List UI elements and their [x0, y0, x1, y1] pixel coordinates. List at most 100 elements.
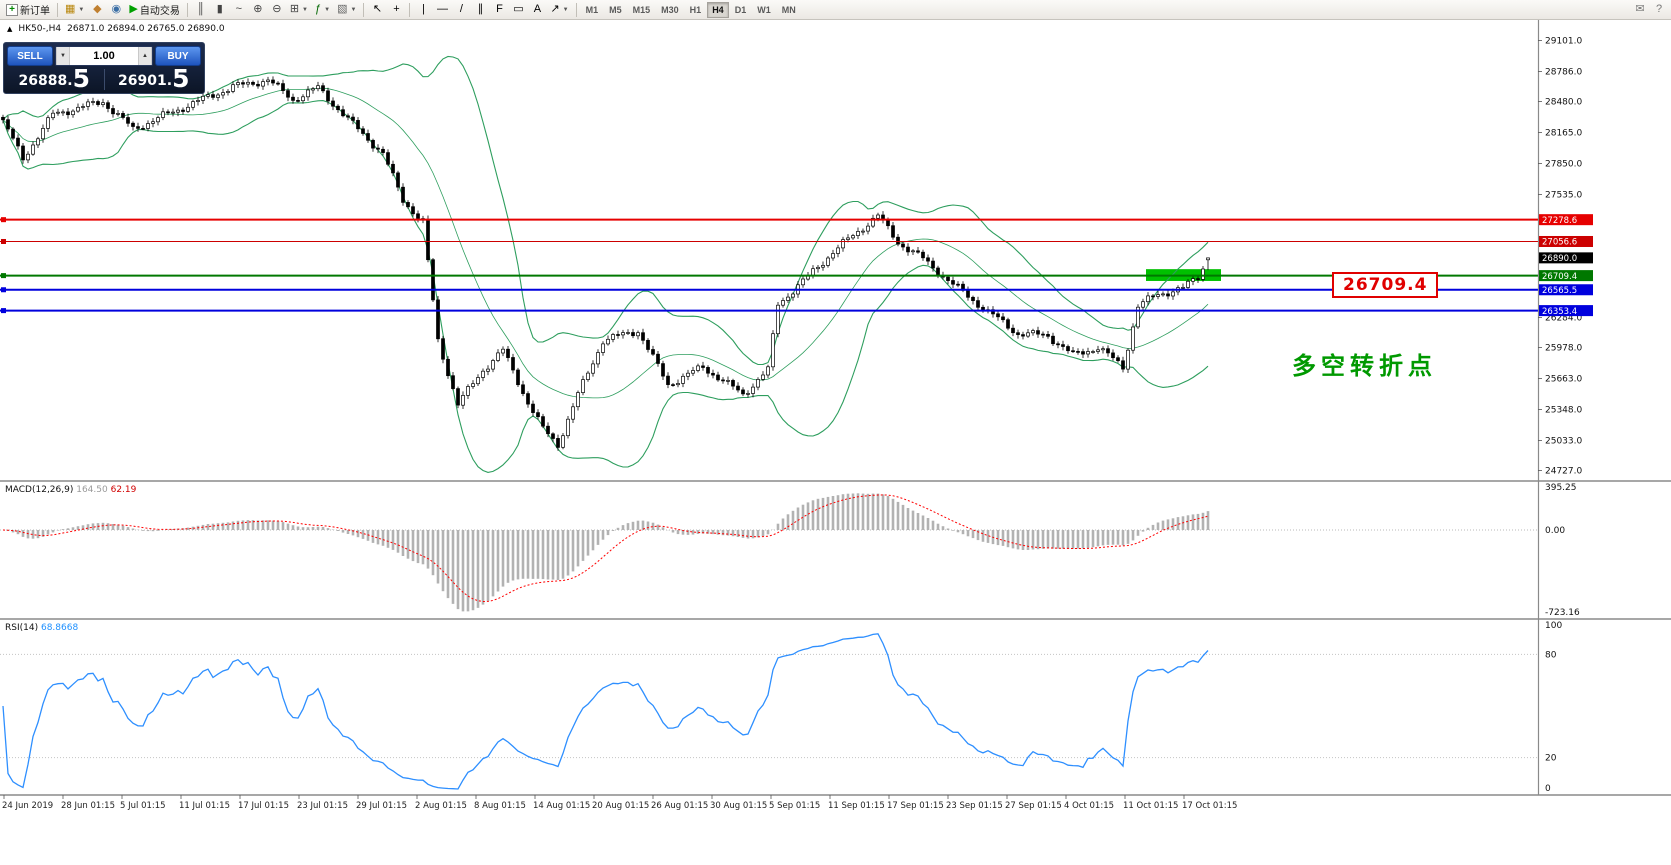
help-icon[interactable]: ?	[1650, 1, 1668, 18]
chart-canvas[interactable]: 29101.0 28786.0 28480.0 28165.0 27850.0 27535…	[0, 20, 1671, 865]
timeframe-h4[interactable]: H4	[707, 1, 729, 18]
timeframe-w1[interactable]: W1	[752, 2, 776, 18]
svg-text:26890.0: 26890.0	[1542, 254, 1577, 264]
timeframe-m5[interactable]: M5	[604, 2, 627, 18]
rsi-name: RSI(14)	[5, 623, 39, 633]
toolbar-separator	[186, 2, 188, 17]
crosshair-icon[interactable]: +	[387, 1, 405, 18]
zoom-out-icon[interactable]: ⊖	[268, 1, 286, 18]
toolbar-separator	[57, 2, 58, 17]
bar-chart-icon[interactable]: ║	[192, 1, 210, 18]
panel-frames	[0, 20, 1671, 796]
profiles-icon[interactable]: ◆	[88, 1, 106, 18]
refresh-icon[interactable]: ◉	[107, 1, 125, 18]
sell-price[interactable]: 26888. 5	[7, 64, 102, 93]
svg-text:29 Jul 01:15: 29 Jul 01:15	[356, 801, 407, 811]
horizontal-line-icon[interactable]: —	[433, 1, 451, 18]
svg-text:17 Oct 01:15: 17 Oct 01:15	[1182, 801, 1237, 811]
vertical-line-icon-glyph: |	[422, 3, 425, 15]
svg-text:0: 0	[1545, 784, 1551, 794]
autotrading-button[interactable]: ▶ 自动交易	[126, 1, 182, 18]
svg-text:25663.0: 25663.0	[1545, 374, 1582, 384]
volume-stepper: ▼ ▲	[55, 46, 153, 66]
autotrading-button-label: 自动交易	[139, 6, 180, 17]
svg-text:30 Aug 01:15: 30 Aug 01:15	[710, 801, 767, 811]
price-axis[interactable]: 29101.0 28786.0 28480.0 28165.0 27850.0 27535…	[1538, 37, 1582, 794]
svg-text:8 Aug 01:15: 8 Aug 01:15	[474, 801, 526, 811]
vertical-line-icon[interactable]: |	[414, 1, 432, 18]
mail-icon-glyph: ✉	[1635, 3, 1645, 15]
mail-icon[interactable]: ✉	[1631, 1, 1649, 18]
sell-price-main: 26888.	[18, 73, 73, 90]
rsi-value: 68.8668	[40, 623, 79, 633]
chevron-down-icon: ▼	[302, 6, 308, 13]
templates-icon[interactable]: ▧ ▼	[334, 1, 359, 18]
fibonacci-icon[interactable]: F	[490, 1, 508, 18]
svg-text:23 Sep 01:15: 23 Sep 01:15	[946, 801, 1003, 811]
text-icon[interactable]: A	[528, 1, 546, 18]
trendline-icon[interactable]: /	[452, 1, 470, 18]
candlestick-chart-icon[interactable]: ▮	[211, 1, 229, 18]
cursor-icon[interactable]: ↖	[368, 1, 386, 18]
new-order-button-label: 新订单	[20, 6, 50, 17]
svg-text:26353.4: 26353.4	[1542, 307, 1577, 317]
templates-icon-glyph: ▧	[337, 3, 348, 15]
timeframe-m30[interactable]: M30	[656, 2, 684, 18]
one-click-trade-panel: SELL ▼ ▲ BUY 26888.5 26901.5	[3, 42, 205, 94]
svg-text:27056.6: 27056.6	[1542, 238, 1577, 248]
buy-button[interactable]: BUY	[155, 46, 201, 66]
charts-window-icon[interactable]: ▦ ▼	[62, 1, 87, 18]
buy-price[interactable]: 26901. 5	[107, 66, 202, 90]
svg-text:11 Sep 01:15: 11 Sep 01:15	[828, 801, 885, 811]
zoom-in-icon[interactable]: ⊕	[249, 1, 267, 18]
level-lines	[0, 217, 1538, 314]
tile-windows-icon[interactable]: ⊞ ▼	[287, 1, 311, 18]
autotrading-glyph: ▶	[129, 3, 138, 15]
zoom-out-icon-glyph: ⊖	[272, 3, 282, 15]
collapse-panel-icon[interactable]: ▲	[7, 25, 13, 33]
arrows-icon[interactable]: ↗ ▼	[547, 1, 571, 18]
indicators-icon-glyph: ƒ	[315, 3, 322, 15]
refresh-icon-glyph: ◉	[111, 3, 122, 15]
svg-text:28 Jun 01:15: 28 Jun 01:15	[61, 801, 115, 811]
sell-price-pips: 5	[72, 64, 90, 93]
channel-icon[interactable]: ∥	[471, 1, 489, 18]
shapes-icon[interactable]: ▭	[509, 1, 527, 18]
text-icon-glyph: A	[533, 3, 542, 15]
candlestick-chart-icon-glyph: ▮	[216, 3, 223, 15]
sell-button[interactable]: SELL	[7, 46, 53, 66]
line-chart-icon[interactable]: ~	[230, 1, 248, 18]
chevron-down-icon: ▼	[324, 6, 331, 13]
toolbar-separator	[363, 2, 365, 17]
profiles-icon-glyph: ◆	[93, 3, 102, 15]
new-order-button[interactable]: + 新订单	[3, 1, 53, 18]
toolbar-separator	[409, 2, 411, 17]
volume-up-button[interactable]: ▲	[138, 47, 152, 65]
time-axis[interactable]: 24 Jun 2019 28 Jun 01:15 5 Jul 01:15 11 Jul…	[2, 795, 1237, 811]
rsi-indicator-label: RSI(14) 68.8668	[5, 623, 78, 633]
timeframe-mn[interactable]: MN	[777, 2, 801, 18]
channel-icon-glyph: ∥	[477, 3, 484, 15]
toolbar: + 新订单 ▦ ▼ ◆ ◉ ▶ 自动交易 ║ ▮ ~ ⊕ ⊖ ⊞ ▼ ƒ ▼ ▧ ▼ ↖ + | — / ∥ F ▭ A ↗ ▼ M1 M5 M…	[0, 0, 1671, 20]
turning-point-note: 多空转折点	[1292, 352, 1437, 380]
timeframe-d1[interactable]: D1	[730, 2, 752, 18]
arrows-icon-glyph: ↗	[550, 3, 560, 15]
svg-text:20: 20	[1545, 754, 1557, 764]
timeframe-m15[interactable]: M15	[628, 2, 656, 18]
timeframe-m1[interactable]: M1	[581, 2, 604, 18]
svg-text:25978.0: 25978.0	[1545, 344, 1582, 354]
new-order-glyph: +	[6, 3, 18, 16]
cursor-icon-glyph: ↖	[372, 3, 383, 15]
timeframe-h1[interactable]: H1	[685, 2, 707, 18]
volume-input[interactable]	[70, 47, 138, 65]
svg-text:28165.0: 28165.0	[1545, 129, 1582, 139]
macd-main-value: 164.50	[76, 485, 108, 495]
macd-signal-value: 62.19	[110, 485, 137, 495]
chevron-down-icon: ▼	[350, 6, 357, 13]
svg-text:17 Jul 01:15: 17 Jul 01:15	[238, 801, 289, 811]
help-icon-glyph: ?	[1655, 3, 1663, 15]
zoom-in-icon-glyph: ⊕	[253, 3, 263, 15]
indicators-icon[interactable]: ƒ ▼	[312, 1, 333, 18]
volume-down-button[interactable]: ▼	[56, 47, 70, 65]
svg-text:27278.6: 27278.6	[1542, 216, 1577, 226]
